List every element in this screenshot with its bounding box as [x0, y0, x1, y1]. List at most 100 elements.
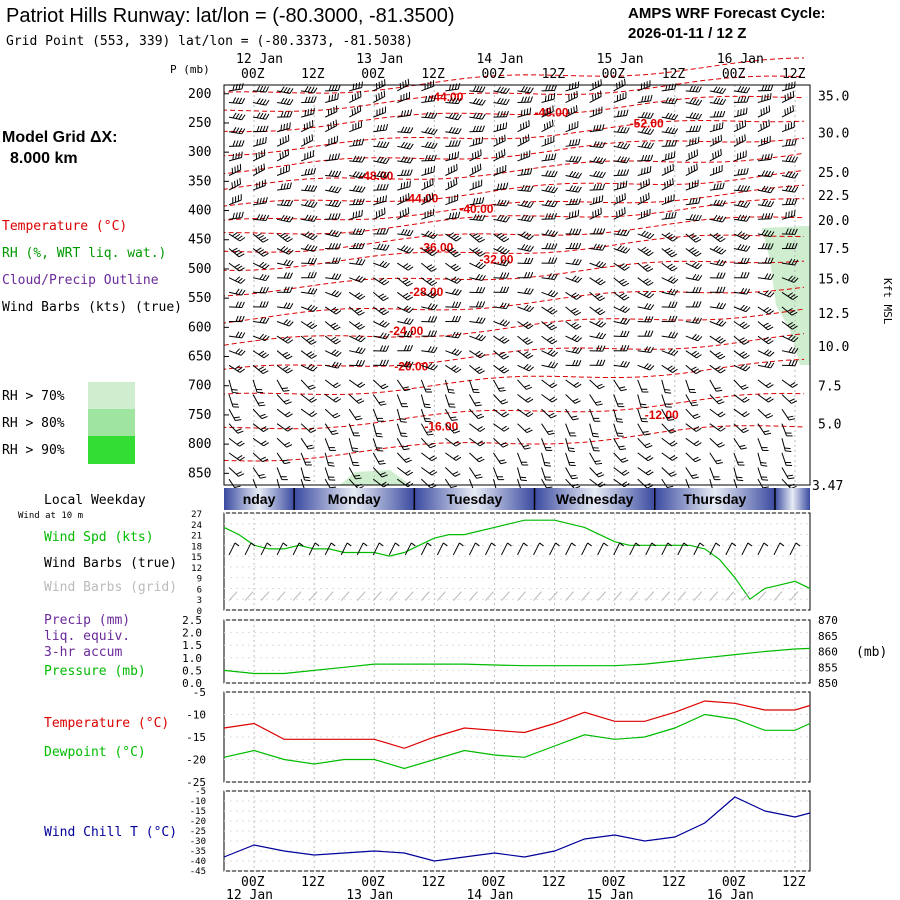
wind-barb	[565, 215, 579, 220]
wind-barb-flag	[379, 332, 384, 338]
wind-barb-flag	[673, 278, 679, 284]
wind-barb-flag	[453, 235, 459, 240]
grid-wind-barb	[388, 591, 398, 601]
wind-barb	[541, 394, 553, 403]
wind-barb-flag	[770, 201, 775, 207]
wind-barb-flag	[690, 235, 697, 239]
wind-barb	[253, 90, 267, 93]
wind-barb	[276, 248, 289, 255]
wind-barb	[445, 306, 459, 308]
wind-barb-flag	[787, 308, 793, 312]
wind-barb-flag	[527, 398, 534, 403]
wind-barb-flag	[526, 245, 532, 251]
wind-barbs-grid-label: Wind Barbs (grid)	[44, 580, 177, 595]
wind-barb-flag	[451, 315, 456, 322]
wind-barb-flag	[304, 184, 309, 191]
wind-barb-flag	[503, 369, 510, 374]
wind-barb-flag	[454, 430, 460, 434]
wind-barb-flag	[715, 459, 722, 462]
wind-barb	[685, 169, 698, 176]
wind-barb-flag	[286, 272, 290, 279]
wind-barb-flag	[427, 363, 433, 369]
wind-barb-flag	[546, 336, 553, 341]
wind-barb	[517, 113, 531, 118]
wind-barb	[685, 142, 699, 147]
surface-wind-barb	[452, 542, 460, 556]
wind-barb-flag	[308, 411, 315, 416]
wind-barb-flag	[572, 228, 576, 235]
wind-barb	[613, 478, 625, 488]
wind-barb	[493, 90, 507, 94]
wind-barb-flag	[770, 257, 774, 264]
wind-barb-flag	[400, 421, 407, 423]
wind-barb-flag	[672, 237, 678, 242]
wind-barb-flag	[235, 315, 239, 322]
wind-barb-flag	[644, 112, 648, 118]
surface-wind-barb	[677, 542, 685, 556]
wind-barb-flag	[505, 200, 510, 207]
wind-barb	[757, 306, 769, 315]
wind-barb-flag	[280, 183, 283, 190]
wind-barb-flag	[575, 228, 579, 235]
wind-barb-flag	[578, 156, 582, 163]
wind-barb	[469, 116, 483, 120]
rh-shade-region	[340, 470, 410, 485]
wind-barb-flag	[739, 444, 746, 448]
wind-barb-flag	[456, 278, 462, 284]
wind-barb-flag	[673, 350, 679, 356]
wind-barb	[301, 291, 315, 295]
wind-barb	[685, 321, 699, 324]
height-tick-label: 25.0	[818, 166, 849, 181]
wind-barb	[781, 467, 789, 479]
wind-barb-flag	[764, 273, 769, 279]
surface-wind-barb-flag	[459, 542, 464, 547]
wind-barb-flag	[262, 99, 267, 105]
wind-barb-flag	[647, 457, 654, 462]
wind-barb-flag	[308, 353, 315, 358]
wind-barb-flag	[431, 471, 438, 476]
wind-barb	[565, 110, 578, 118]
wind-barb-flag	[521, 86, 525, 92]
wind-barb-flag	[715, 336, 721, 341]
wind-barb-flag	[385, 345, 390, 352]
wind-barb-flag	[529, 306, 535, 312]
wind-barb-flag	[689, 112, 694, 118]
wind-barb-flag	[764, 361, 769, 367]
wind-barb	[733, 335, 745, 345]
wind-barb	[228, 335, 242, 339]
wind-barb-flag	[406, 181, 409, 188]
wind-barb	[613, 438, 621, 450]
wind-barb-flag	[688, 233, 695, 237]
wind-barb-flag	[502, 286, 507, 293]
wind-barb-flag	[693, 368, 699, 373]
wind-barb-flag	[767, 243, 771, 250]
wind-barb-flag	[261, 352, 267, 357]
wind-barb-flag	[548, 257, 552, 264]
surface-wind-barb-flag	[731, 542, 737, 547]
wind-barb-flag	[740, 168, 743, 175]
wind-barb-flag	[479, 354, 486, 359]
wind-barb-flag	[786, 474, 793, 477]
wind-barb-flag	[647, 281, 654, 286]
wind-barb-flag	[551, 243, 555, 250]
wind-barb-flag	[454, 473, 461, 477]
wind-barb	[276, 437, 287, 448]
wind-barb-flag	[548, 432, 555, 435]
wind-barb-flag	[289, 88, 294, 94]
wind-barb	[637, 233, 651, 240]
wind-barb-flag	[550, 350, 556, 356]
wind-barb-flag	[472, 85, 477, 92]
wind-barb-flag	[745, 366, 751, 372]
wind-barb	[781, 203, 795, 206]
wind-barb	[420, 437, 431, 449]
wind-barb-flag	[337, 171, 342, 177]
wind-barb-flag	[625, 143, 631, 150]
wind-barb	[541, 379, 553, 389]
wind-barb-flag	[788, 82, 790, 90]
wind-barb-flag	[575, 156, 579, 163]
wind-barb	[469, 90, 483, 93]
wind-barb-flag	[454, 127, 459, 134]
wind-barb	[565, 452, 571, 466]
wind-barb	[372, 306, 384, 316]
wind-barb-flag	[768, 119, 770, 126]
